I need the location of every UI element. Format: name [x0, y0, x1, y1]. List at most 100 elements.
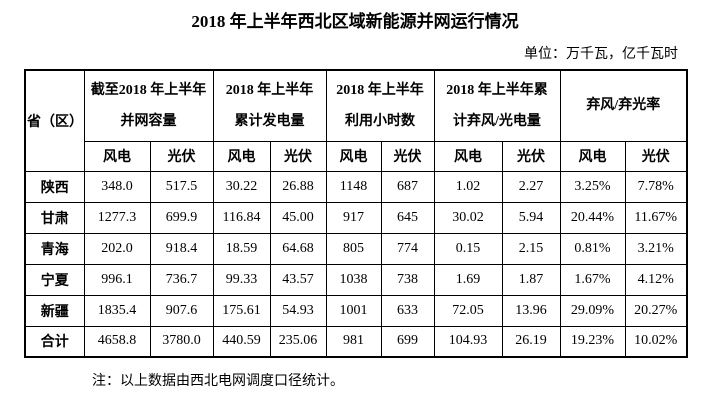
province-cell: 陕西	[24, 170, 85, 203]
page-title: 2018 年上半年西北区域新能源并网运行情况	[191, 12, 519, 31]
sub-header-wind: 风电	[83, 140, 151, 172]
sub-header-wind: 风电	[212, 140, 271, 172]
value-cell: 30.22	[212, 170, 271, 203]
value-cell: 4.12%	[624, 263, 688, 296]
value-cell: 996.1	[83, 263, 151, 296]
value-cell: 0.81%	[559, 232, 626, 265]
value-cell: 26.19	[501, 325, 561, 358]
value-cell: 736.7	[149, 263, 214, 296]
value-cell: 45.00	[269, 201, 327, 234]
group-header-curtailment: 2018 年上半年累 计弃风/光电量	[433, 69, 561, 142]
value-cell: 918.4	[149, 232, 214, 265]
table-row: 甘肃 1277.3 699.9 116.84 45.00 917 645 30.02 5.94 2…	[24, 201, 688, 234]
value-cell: 64.68	[269, 232, 327, 265]
group-header-generation: 2018 年上半年 累计发电量	[212, 69, 327, 142]
value-cell: 2.15	[501, 232, 561, 265]
value-cell: 18.59	[212, 232, 271, 265]
value-cell: 13.96	[501, 294, 561, 327]
table-row: 陕西 348.0 517.5 30.22 26.88 1148 687 1.02 2.27 3.2…	[24, 170, 688, 203]
value-cell: 116.84	[212, 201, 271, 234]
group-header-line: 利用小时数	[345, 113, 415, 129]
value-cell: 1.67%	[559, 263, 626, 296]
value-cell: 11.67%	[624, 201, 688, 234]
value-cell: 3.21%	[624, 232, 688, 265]
value-cell: 1038	[325, 263, 382, 296]
group-header-line: 弃风/弃光率	[586, 98, 661, 114]
table-row: 宁夏 996.1 736.7 99.33 43.57 1038 738 1.69 1.87 1.6…	[24, 263, 688, 296]
sub-header-solar: 光伏	[380, 140, 435, 172]
value-cell: 774	[380, 232, 435, 265]
value-cell: 26.88	[269, 170, 327, 203]
value-cell: 235.06	[269, 325, 327, 358]
sub-header-wind: 风电	[325, 140, 382, 172]
value-cell: 104.93	[433, 325, 503, 358]
group-header-line: 2018 年上半年	[225, 82, 314, 98]
value-cell: 2.27	[501, 170, 561, 203]
group-header-grid-capacity: 截至2018 年上半年 并网容量	[83, 69, 214, 142]
value-cell: 633	[380, 294, 435, 327]
value-cell: 917	[325, 201, 382, 234]
sub-header-row: 风电 光伏 风电 光伏 风电 光伏 风电 光伏 风电 光伏	[25, 140, 688, 172]
value-cell: 699.9	[149, 201, 214, 234]
value-cell: 348.0	[83, 170, 151, 203]
value-cell: 699	[380, 325, 435, 358]
value-cell: 29.09%	[559, 294, 626, 327]
value-cell: 20.44%	[559, 201, 626, 234]
unit-note: 单位：万千瓦，亿千瓦时	[524, 47, 678, 62]
group-header-line: 累计发电量	[234, 113, 305, 129]
value-cell: 687	[380, 170, 435, 203]
value-cell: 645	[380, 201, 435, 234]
group-header-line: 2018 年上半年累	[446, 82, 548, 98]
value-cell: 1.69	[433, 263, 503, 296]
group-header-line: 2018 年上半年	[336, 82, 424, 98]
value-cell: 517.5	[149, 170, 214, 203]
sub-header-solar: 光伏	[149, 140, 214, 172]
value-cell: 3.25%	[559, 170, 626, 203]
province-cell: 甘肃	[24, 201, 85, 234]
footnote: 注：以上数据由西北电网调度口径统计。	[92, 374, 344, 389]
value-cell: 1.87	[501, 263, 561, 296]
group-header-line: 计弃风/光电量	[453, 113, 541, 129]
value-cell: 907.6	[149, 294, 214, 327]
value-cell: 5.94	[501, 201, 561, 234]
value-cell: 1.02	[433, 170, 503, 203]
table-row: 青海 202.0 918.4 18.59 64.68 805 774 0.15 2.15 0.81…	[24, 232, 688, 265]
sub-header-solar: 光伏	[624, 140, 688, 172]
group-header-row: 省（区） 截至2018 年上半年 并网容量 2018 年上半年 累计发电量 20…	[24, 69, 688, 172]
sub-header-wind: 风电	[433, 140, 503, 172]
value-cell: 30.02	[433, 201, 503, 234]
province-cell: 合计	[24, 325, 85, 358]
group-header-line: 截至2018 年上半年	[90, 82, 207, 98]
value-cell: 1148	[325, 170, 382, 203]
sub-header-solar: 光伏	[269, 140, 327, 172]
value-cell: 72.05	[433, 294, 503, 327]
value-cell: 43.57	[269, 263, 327, 296]
value-cell: 1001	[325, 294, 382, 327]
value-cell: 4658.8	[83, 325, 151, 358]
value-cell: 738	[380, 263, 435, 296]
corner-header: 省（区）	[24, 69, 85, 172]
value-cell: 3780.0	[149, 325, 214, 358]
sub-header-solar: 光伏	[501, 140, 561, 172]
value-cell: 99.33	[212, 263, 271, 296]
province-cell: 青海	[24, 232, 85, 265]
value-cell: 0.15	[433, 232, 503, 265]
value-cell: 20.27%	[624, 294, 688, 327]
document-page: 2018 年上半年西北区域新能源并网运行情况 单位：万千瓦，亿千瓦时 省（区） …	[0, 11, 723, 418]
value-cell: 7.78%	[624, 170, 688, 203]
value-cell: 805	[325, 232, 382, 265]
value-cell: 440.59	[212, 325, 271, 358]
sub-header-wind: 风电	[559, 140, 626, 172]
value-cell: 1277.3	[83, 201, 151, 234]
value-cell: 19.23%	[559, 325, 626, 358]
group-header-utilization-hours: 2018 年上半年 利用小时数	[325, 69, 435, 142]
value-cell: 202.0	[83, 232, 151, 265]
province-cell: 新疆	[24, 294, 85, 327]
value-cell: 981	[325, 325, 382, 358]
value-cell: 1835.4	[83, 294, 151, 327]
value-cell: 175.61	[212, 294, 271, 327]
value-cell: 10.02%	[624, 325, 688, 358]
group-header-curtailment-rate: 弃风/弃光率	[559, 69, 688, 142]
table-row: 合计 4658.8 3780.0 440.59 235.06 981 699 104.93 26…	[24, 325, 688, 358]
table-row: 新疆 1835.4 907.6 175.61 54.93 1001 633 72.05 13.9…	[24, 294, 688, 327]
